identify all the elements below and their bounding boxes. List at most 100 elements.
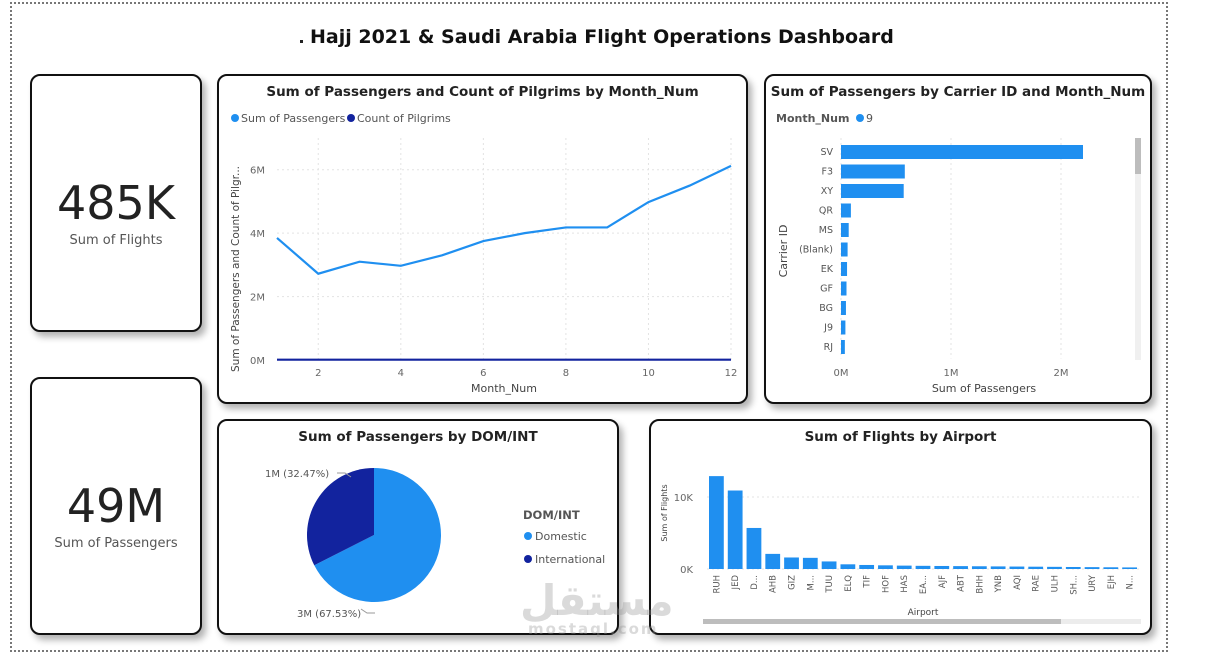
bar <box>1122 567 1137 569</box>
x-tick-label: 1M <box>944 368 959 379</box>
category-label: EA... <box>919 575 929 594</box>
pie-label-domestic: 3M (67.53%) <box>297 609 361 620</box>
bar <box>709 476 724 569</box>
pie-chart-title: Sum of Passengers by DOM/INT <box>298 429 538 445</box>
bar <box>1103 567 1119 569</box>
bar <box>841 223 849 237</box>
bar <box>727 490 743 569</box>
y-tick-label: 10K <box>674 493 694 504</box>
carrier-chart-title: Sum of Passengers by Carrier ID and Mont… <box>770 84 1146 100</box>
category-label: URY <box>1088 574 1098 592</box>
bar <box>841 262 848 276</box>
legend-title: Month_Num <box>776 112 849 125</box>
pie-chart-card[interactable]: Sum of Passengers by DOM/INT 1M (32.47%)… <box>217 419 619 635</box>
y-tick-label: 2M <box>250 293 265 304</box>
line-chart-title: Sum of Passengers and Count of Pilgrims … <box>266 84 699 100</box>
legend-label-0: Domestic <box>535 530 587 543</box>
bar <box>784 557 799 569</box>
x-tick-label: 10 <box>642 368 655 379</box>
bar <box>878 565 893 569</box>
category-label: JED <box>731 575 741 591</box>
bar <box>934 565 950 569</box>
category-label: HAS <box>900 575 910 593</box>
series-line-0 <box>276 164 732 275</box>
bar <box>841 281 847 296</box>
bar <box>1009 566 1025 569</box>
kpi-passengers-label: Sum of Passengers <box>54 536 178 551</box>
pie-slice-0 <box>314 468 441 602</box>
bar <box>896 565 912 569</box>
bar <box>953 566 968 569</box>
category-label: HOF <box>881 575 891 593</box>
legend-marker <box>856 114 864 122</box>
bar <box>915 565 931 569</box>
carrier-chart-card[interactable]: Sum of Passengers by Carrier ID and Mont… <box>764 74 1152 404</box>
bar <box>841 184 904 198</box>
bar <box>841 340 845 354</box>
category-label: BHH <box>975 575 985 594</box>
category-label: EK <box>821 264 834 275</box>
category-label: GF <box>820 284 833 295</box>
page-title: Hajj 2021 & Saudi Arabia Flight Operatio… <box>310 26 894 48</box>
category-label: ABT <box>957 574 967 592</box>
bar <box>746 527 762 569</box>
category-label: SH... <box>1069 575 1079 595</box>
y-axis-title: Carrier ID <box>777 225 790 278</box>
pie-label-international: 1M (32.47%) <box>265 469 329 480</box>
y-axis-title: Sum of Flights <box>660 484 669 541</box>
y-tick-label: 4M <box>250 229 265 240</box>
dashboard-frame <box>10 2 1168 652</box>
airport-chart-card[interactable]: Sum of Flights by Airport 0K 10K RUH JED D..… <box>649 419 1152 635</box>
x-tick-label: 0M <box>834 368 849 379</box>
bar <box>971 566 987 569</box>
bar <box>1028 566 1044 569</box>
category-label: MS <box>819 225 833 236</box>
x-tick-label: 2M <box>1054 368 1069 379</box>
category-label: AHB <box>769 575 779 593</box>
line-chart: Sum of Passengers Count of Pilgrims0M2M4M… <box>230 112 737 395</box>
legend-marker-0 <box>231 114 239 122</box>
category-label: RJ <box>824 342 833 353</box>
category-label: XY <box>821 186 834 197</box>
category-label: N... <box>1126 575 1136 589</box>
bar <box>859 564 875 569</box>
airport-chart-title: Sum of Flights by Airport <box>804 429 997 445</box>
legend-label-1: Count of Pilgrims <box>357 112 451 125</box>
kpi-card-passengers[interactable]: 49M Sum of Passengers <box>30 377 202 635</box>
bar <box>821 561 837 569</box>
category-label: YNB <box>994 575 1004 594</box>
x-axis-title: Sum of Passengers <box>932 382 1037 395</box>
legend-label-0: Sum of Passengers <box>241 112 346 125</box>
category-label: F3 <box>821 167 833 178</box>
bar <box>841 164 905 179</box>
category-label: (Blank) <box>799 245 833 256</box>
bar <box>802 557 818 569</box>
category-label: RAE <box>1032 575 1042 592</box>
kpi-flights-label: Sum of Flights <box>69 233 163 248</box>
category-label: ELQ <box>844 575 854 592</box>
bar <box>841 242 848 257</box>
leader-line <box>360 608 375 614</box>
x-tick-label: 2 <box>315 368 321 379</box>
category-label: J9 <box>823 323 833 334</box>
legend-label: 9 <box>866 112 873 125</box>
kpi-passengers-value: 49M <box>66 479 166 533</box>
title-bullet <box>300 40 303 43</box>
line-chart-card[interactable]: Sum of Passengers and Count of Pilgrims … <box>217 74 748 404</box>
x-tick-label: 6 <box>480 368 486 379</box>
leader-line <box>337 472 352 478</box>
x-tick-label: 8 <box>563 368 569 379</box>
scrollbar-thumb <box>703 619 1061 624</box>
kpi-card-flights[interactable]: 485K Sum of Flights <box>30 74 202 332</box>
x-tick-label: 4 <box>398 368 404 379</box>
category-label: BG <box>819 303 833 314</box>
bar <box>841 301 846 315</box>
category-label: ULH <box>1050 575 1060 592</box>
category-label: AQI <box>1013 575 1023 590</box>
bar <box>841 145 1083 159</box>
scrollbar-thumb <box>1135 138 1141 174</box>
watermark-logo: مستقل <box>520 576 674 625</box>
bar <box>841 203 851 218</box>
category-label: EJH <box>1107 575 1117 589</box>
bar <box>841 320 846 335</box>
